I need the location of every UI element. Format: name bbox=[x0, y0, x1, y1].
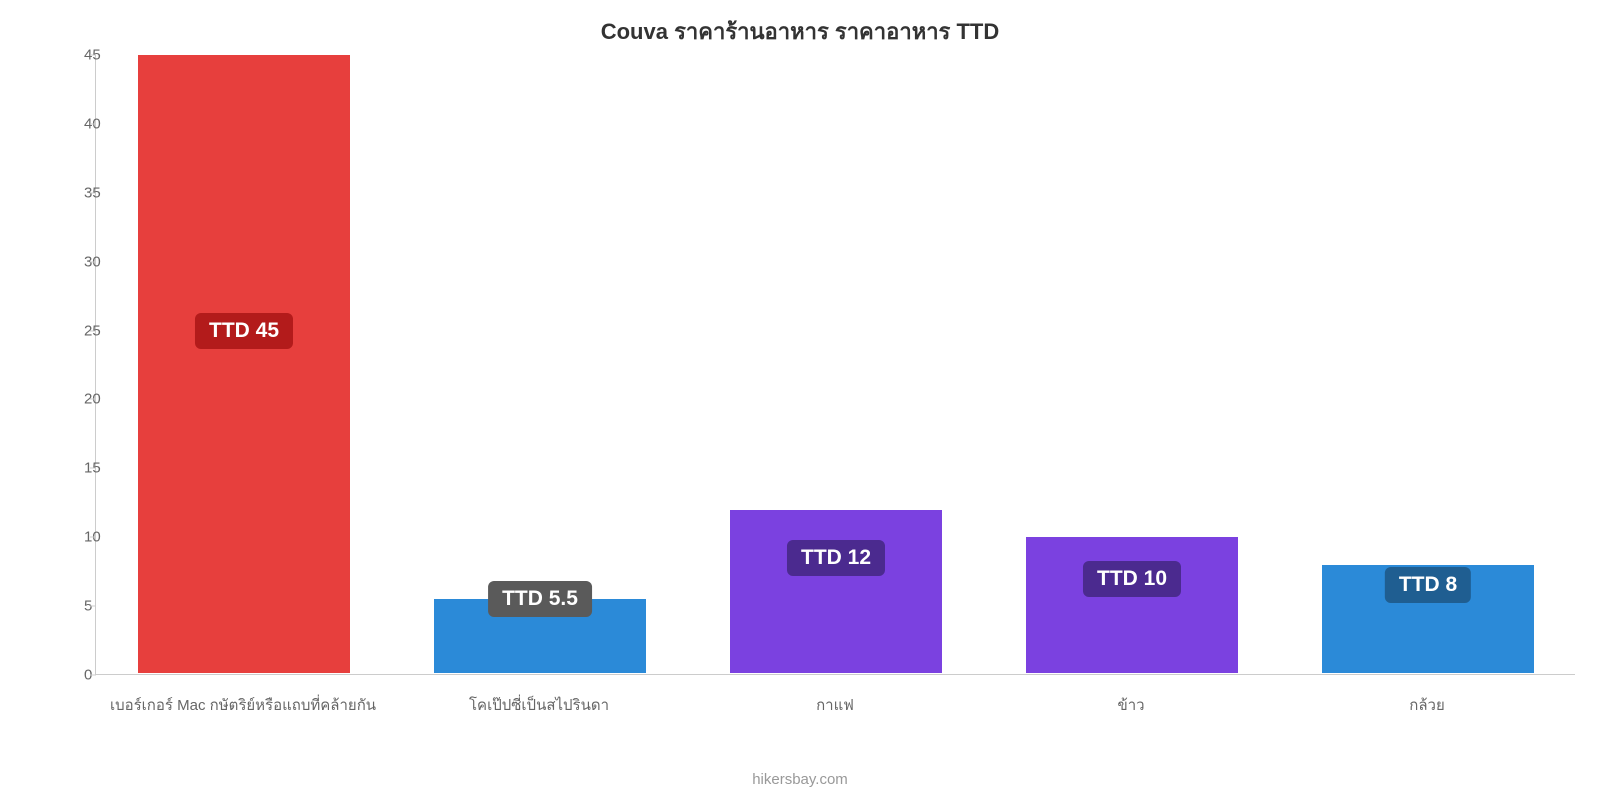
bar-value-label: TTD 5.5 bbox=[488, 581, 592, 617]
x-category-label: เบอร์เกอร์ Mac กษัตริย์หรือแถบที่คล้ายกั… bbox=[110, 693, 376, 717]
plot-area: 051015202530354045 TTD 45TTD 5.5TTD 12TT… bbox=[95, 55, 1575, 675]
x-category-label: โคเป๊ปซี่เป็นสไปรินดา bbox=[469, 693, 609, 717]
chart-title: Couva ราคาร้านอาหาร ราคาอาหาร TTD bbox=[0, 14, 1600, 49]
attribution-text: hikersbay.com bbox=[752, 771, 848, 788]
x-category-label: กล้วย bbox=[1409, 693, 1445, 717]
bar-value-label: TTD 45 bbox=[195, 313, 293, 349]
bar bbox=[729, 509, 942, 674]
bar-value-label: TTD 10 bbox=[1083, 561, 1181, 597]
bar bbox=[137, 54, 350, 674]
bars-container: TTD 45 TTD 5.5 TTD 12 TTD 10 TTD 8 bbox=[96, 55, 1575, 674]
x-category-label: กาแฟ bbox=[816, 693, 854, 717]
y-tick-mark bbox=[90, 675, 96, 676]
bar-chart: Couva ราคาร้านอาหาร ราคาอาหาร TTD 051015… bbox=[0, 0, 1600, 800]
bar bbox=[1025, 536, 1238, 674]
bar-value-label: TTD 8 bbox=[1385, 567, 1471, 603]
bar-value-label: TTD 12 bbox=[787, 540, 885, 576]
x-category-label: ข้าว bbox=[1117, 693, 1144, 717]
